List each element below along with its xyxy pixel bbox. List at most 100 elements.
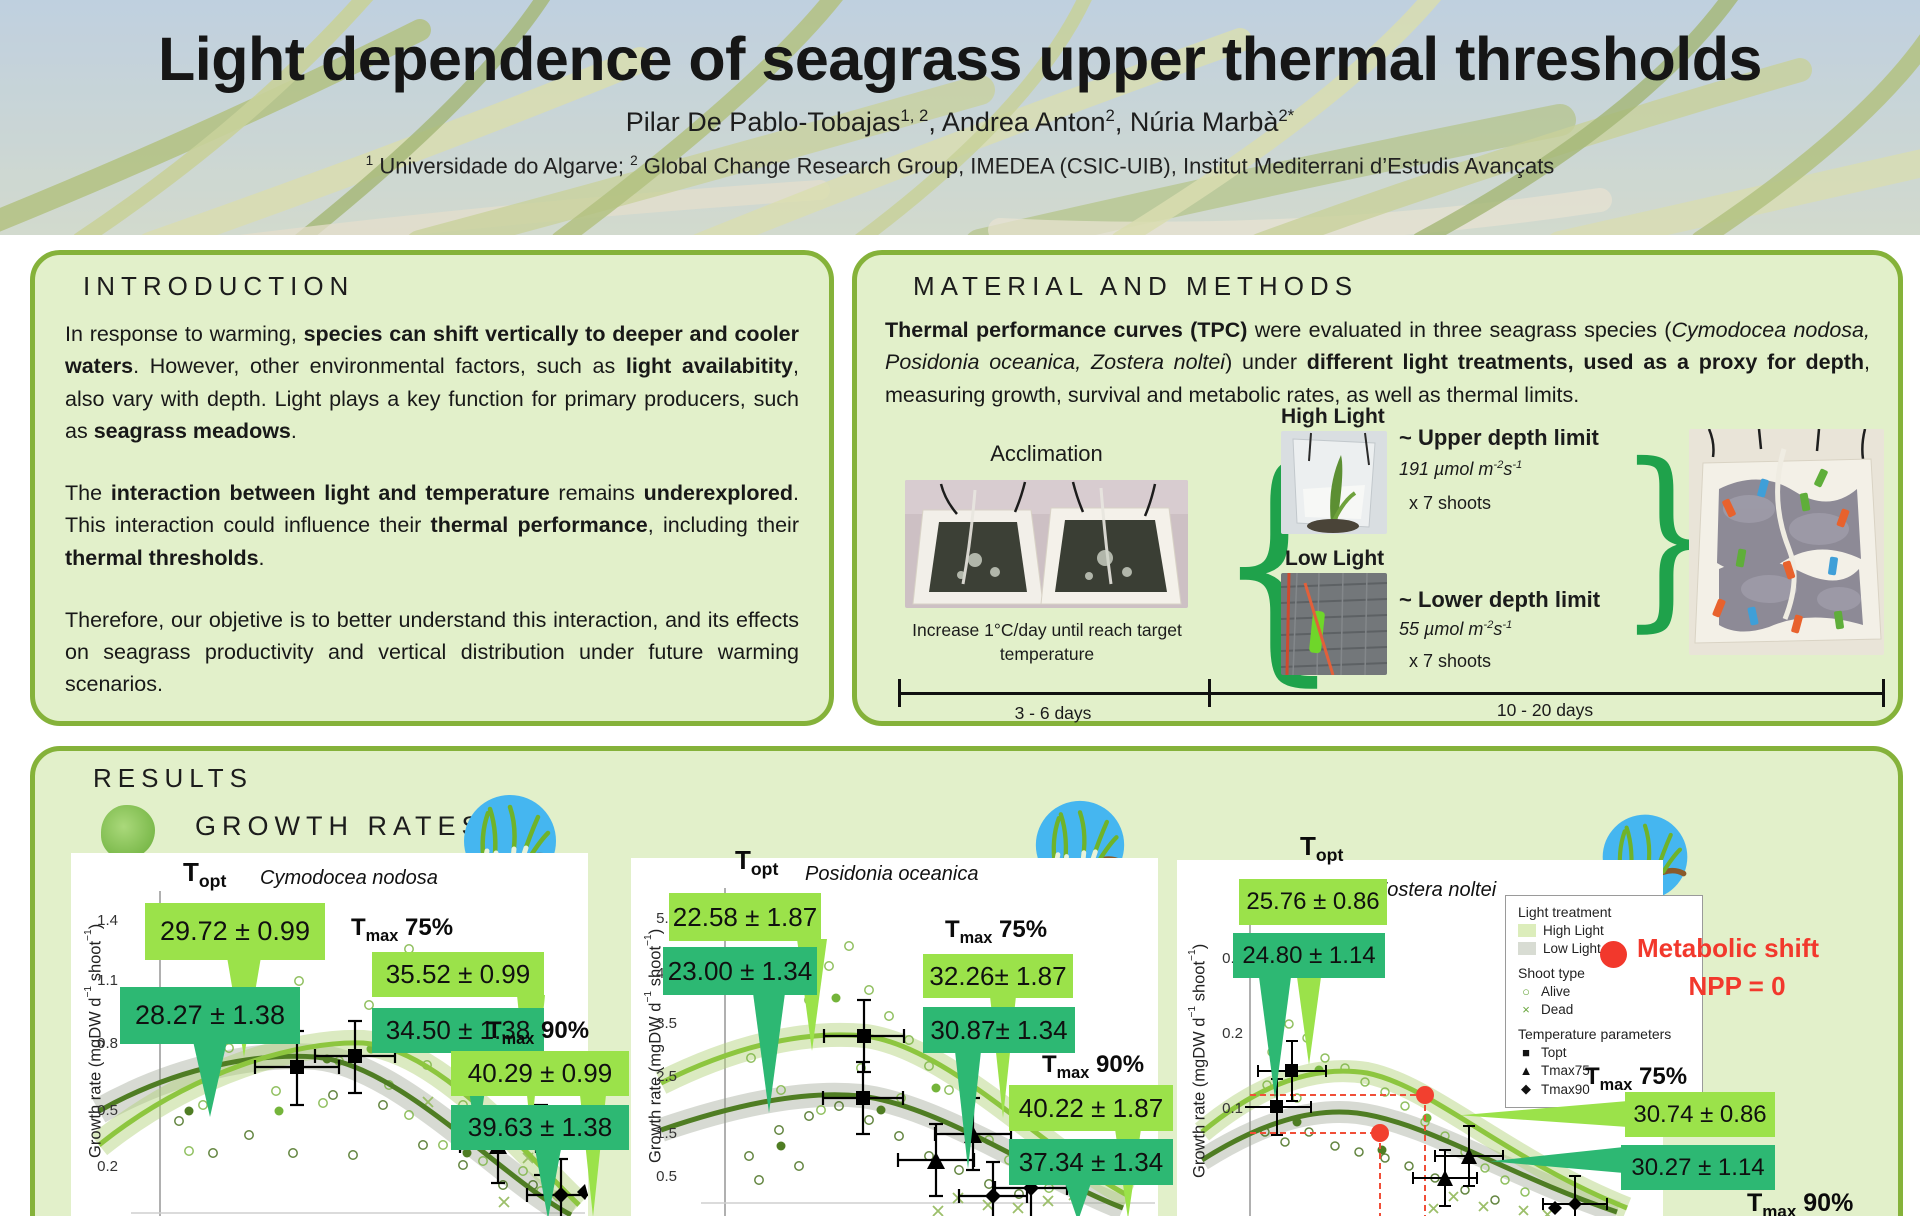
upper-depth-label: ~ Upper depth limit (1399, 425, 1599, 450)
species-title-zostera: Zostera noltei (1375, 879, 1497, 901)
affiliations-line: 1 Universidade do Algarve; 2 Global Chan… (365, 153, 1555, 179)
metabolic-shift-dot-low-light (1371, 1124, 1389, 1142)
low-light-photo (1281, 573, 1387, 675)
callout-tmax75-low-light: 34.50 ± 1.38 (372, 1008, 544, 1053)
callout-tmax90-high-light: 40.22 ± 1.87 (1009, 1085, 1173, 1131)
callout-topt-low-light: 24.80 ± 1.14 (1233, 933, 1385, 978)
legend-item-low-light: Low Light (1543, 941, 1601, 956)
acclimation-caption: Increase 1°C/day until reach target temp… (912, 620, 1182, 664)
lower-irradiance: 55 µmol m-2s-1 (1399, 619, 1513, 639)
tmax90-label: Tmax 90% (1747, 1189, 1854, 1216)
intro-section: INTRODUCTION In response to warming, spe… (30, 250, 834, 726)
timeline-label-acclimation: 3 - 6 days (1014, 703, 1092, 723)
callout-tmax75-high-light: 30.74 ± 0.86 (1625, 1092, 1775, 1137)
intro-paragraph-1: In response to warming, species can shif… (65, 322, 800, 443)
results-section: RESULTS GROWTH RATES (30, 746, 1903, 1216)
tmax75-label: Tmax 75% (1585, 1063, 1688, 1094)
y-tick-label: 1.4 (97, 912, 118, 929)
intro-paragraph-3: Therefore, our objetive is to better und… (65, 607, 799, 697)
topt-label: Topt (1300, 831, 1344, 866)
legend-box: Light treatment High Light Low Light Sho… (1505, 895, 1703, 1108)
callout-topt-low-light: 23.00 ± 1.34 (663, 947, 817, 995)
topt-label: Topt (735, 845, 779, 880)
y-tick-label: 3.5 (656, 1015, 677, 1032)
square-marker-icon: ■ (1522, 1045, 1530, 1060)
methods-section: MATERIAL AND METHODS Thermal performance… (852, 250, 1903, 726)
high-light-label: High Light (1281, 405, 1385, 428)
lower-depth-label: ~ Lower depth limit (1399, 587, 1601, 612)
methods-paragraph: Thermal performance curves (TPC) were ev… (885, 318, 1870, 407)
callout-tmax75-high-light: 35.52 ± 0.99 (372, 952, 544, 997)
callout-tmax75-low-light: 30.27 ± 1.14 (1621, 1145, 1775, 1190)
callout-tmax75-high-light: 32.26± 1.87 (923, 954, 1073, 998)
y-tick-label: 0.1 (1222, 1100, 1243, 1117)
timeline-tick (1208, 679, 1211, 707)
alive-circle-icon: ○ (1522, 984, 1530, 999)
legend-item-dead: Dead (1541, 1002, 1574, 1017)
legend-title-temp: Temperature parameters (1518, 1026, 1672, 1042)
y-tick-label: 0.8 (97, 1035, 118, 1052)
dead-cross-icon: × (1522, 1002, 1530, 1017)
timeline-tick (1882, 679, 1885, 707)
lower-shoots: x 7 shoots (1409, 651, 1492, 671)
topt-label: Topt (183, 857, 227, 892)
methods-heading: MATERIAL AND METHODS (913, 271, 1359, 301)
upper-irradiance: 191 µmol m-2s-1 (1399, 459, 1523, 479)
species-title-cymodocea: Cymodocea nodosa (260, 867, 438, 889)
header-banner: Light dependence of seagrass upper therm… (0, 0, 1920, 235)
upper-shoots: x 7 shoots (1409, 493, 1492, 513)
callout-topt-high-light: 22.58 ± 1.87 (669, 893, 821, 941)
y-tick-label: 0.2 (1222, 1025, 1243, 1042)
y-tick-label: 0.5 (656, 1168, 677, 1185)
results-heading: RESULTS (93, 763, 253, 793)
tmax90-label: Tmax 90% (487, 1017, 590, 1048)
authors-line: Pilar De Pablo-Tobajas1, 2, Andrea Anton… (625, 106, 1295, 137)
callout-topt-low-light: 28.27 ± 1.38 (120, 987, 300, 1044)
y-tick-label: 0.5 (97, 1102, 118, 1119)
legend-title-light: Light treatment (1518, 904, 1612, 920)
metabolic-shift-npp: NPP = 0 (1688, 971, 1786, 1001)
intro-heading: INTRODUCTION (83, 271, 355, 301)
timeline-tick (898, 679, 901, 707)
y-tick-label: 0.2 (97, 1158, 118, 1175)
y-tick-label: 1.1 (97, 972, 118, 989)
low-light-swatch (1518, 942, 1536, 955)
timeline-label-treatment: 10 - 20 days (1496, 700, 1594, 720)
high-light-swatch (1518, 924, 1536, 937)
species-title-posidonia: Posidonia oceanica (805, 863, 979, 885)
callout-topt-high-light: 29.72 ± 0.99 (145, 903, 325, 960)
callout-tmax90-high-light: 40.29 ± 0.99 (451, 1051, 629, 1096)
diamond-marker-icon: ◆ (1521, 1081, 1531, 1096)
poster-title: Light dependence of seagrass upper therm… (158, 25, 1762, 93)
experiment-tank-photo (1689, 429, 1884, 655)
high-light-photo (1281, 431, 1387, 534)
legend-item-alive: Alive (1541, 984, 1571, 999)
triangle-marker-icon: ▲ (1519, 1063, 1533, 1078)
timeline-axis (898, 692, 1884, 695)
callout-tmax90-low-light: 37.34 ± 1.34 (1009, 1139, 1173, 1185)
callout-topt-high-light: 25.76 ± 0.86 (1239, 879, 1387, 925)
acclimation-tanks-photo (905, 480, 1188, 608)
y-tick-label: 1.5 (656, 1125, 677, 1142)
green-blob-icon (101, 805, 155, 859)
intro-paragraph-2: The interaction between light and temper… (65, 481, 799, 570)
metabolic-shift-dot-high-light (1416, 1086, 1434, 1104)
tmax75-label: Tmax 75% (945, 916, 1048, 947)
legend-title-shoot: Shoot type (1518, 965, 1585, 981)
metabolic-shift-note: Metabolic shift (1637, 933, 1820, 963)
legend-item-high-light: High Light (1543, 923, 1604, 938)
acclimation-label: Acclimation (990, 441, 1103, 466)
seagrass-photo-background (0, 0, 1920, 235)
tmax90-label: Tmax 90% (1042, 1051, 1145, 1082)
tmax75-label: Tmax 75% (351, 914, 454, 945)
red-dot-icon (1600, 941, 1627, 968)
legend-item-topt: Topt (1541, 1045, 1567, 1060)
legend-item-tmax90: Tmax90 (1541, 1081, 1590, 1097)
y-axis-label: Growth rate (mgDW d−1 shoot−1) (643, 928, 665, 1164)
legend-item-tmax75: Tmax75 (1541, 1063, 1590, 1078)
callout-tmax75-low-light: 30.87± 1.34 (923, 1007, 1075, 1053)
callout-tmax90-low-light: 39.63 ± 1.38 (451, 1105, 629, 1150)
low-light-label: Low Light (1285, 547, 1385, 570)
growth-rates-heading: GROWTH RATES (195, 811, 486, 841)
